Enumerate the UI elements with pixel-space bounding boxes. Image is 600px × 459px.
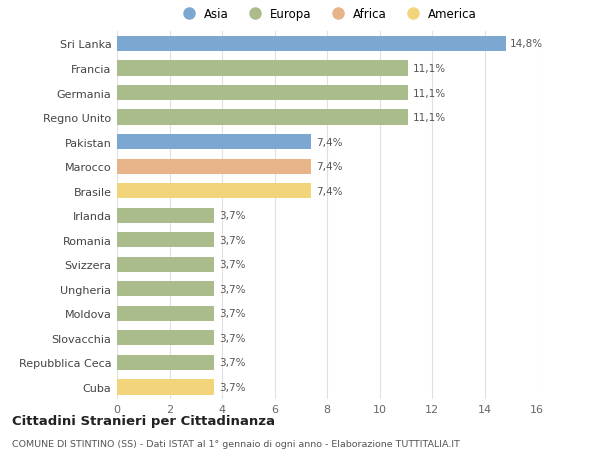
Bar <box>117 184 311 199</box>
Bar <box>117 281 214 297</box>
Text: 11,1%: 11,1% <box>413 64 446 74</box>
Text: 14,8%: 14,8% <box>510 39 544 50</box>
Bar <box>117 110 409 125</box>
Text: 11,1%: 11,1% <box>413 88 446 98</box>
Bar <box>117 380 214 395</box>
Text: 11,1%: 11,1% <box>413 113 446 123</box>
Text: COMUNE DI STINTINO (SS) - Dati ISTAT al 1° gennaio di ogni anno - Elaborazione T: COMUNE DI STINTINO (SS) - Dati ISTAT al … <box>12 439 460 448</box>
Text: 3,7%: 3,7% <box>219 358 245 368</box>
Legend: Asia, Europa, Africa, America: Asia, Europa, Africa, America <box>172 3 482 26</box>
Text: 3,7%: 3,7% <box>219 308 245 319</box>
Text: 3,7%: 3,7% <box>219 235 245 245</box>
Text: 3,7%: 3,7% <box>219 333 245 343</box>
Bar <box>117 61 409 77</box>
Text: 7,4%: 7,4% <box>316 186 343 196</box>
Bar <box>117 37 505 52</box>
Bar <box>117 330 214 346</box>
Bar <box>117 233 214 248</box>
Text: 3,7%: 3,7% <box>219 211 245 221</box>
Bar <box>117 257 214 272</box>
Text: 7,4%: 7,4% <box>316 137 343 147</box>
Text: Cittadini Stranieri per Cittadinanza: Cittadini Stranieri per Cittadinanza <box>12 414 275 428</box>
Bar <box>117 86 409 101</box>
Bar <box>117 306 214 321</box>
Text: 3,7%: 3,7% <box>219 260 245 270</box>
Text: 3,7%: 3,7% <box>219 284 245 294</box>
Bar <box>117 208 214 224</box>
Bar <box>117 355 214 370</box>
Text: 3,7%: 3,7% <box>219 382 245 392</box>
Bar <box>117 134 311 150</box>
Text: 7,4%: 7,4% <box>316 162 343 172</box>
Bar <box>117 159 311 174</box>
